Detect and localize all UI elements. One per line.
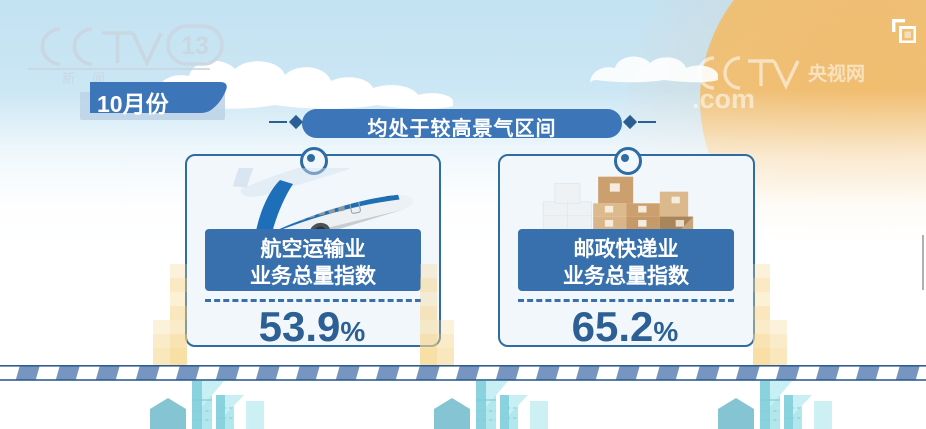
svg-text:13: 13 <box>181 32 209 60</box>
svg-text:央视网: 央视网 <box>808 62 865 85</box>
